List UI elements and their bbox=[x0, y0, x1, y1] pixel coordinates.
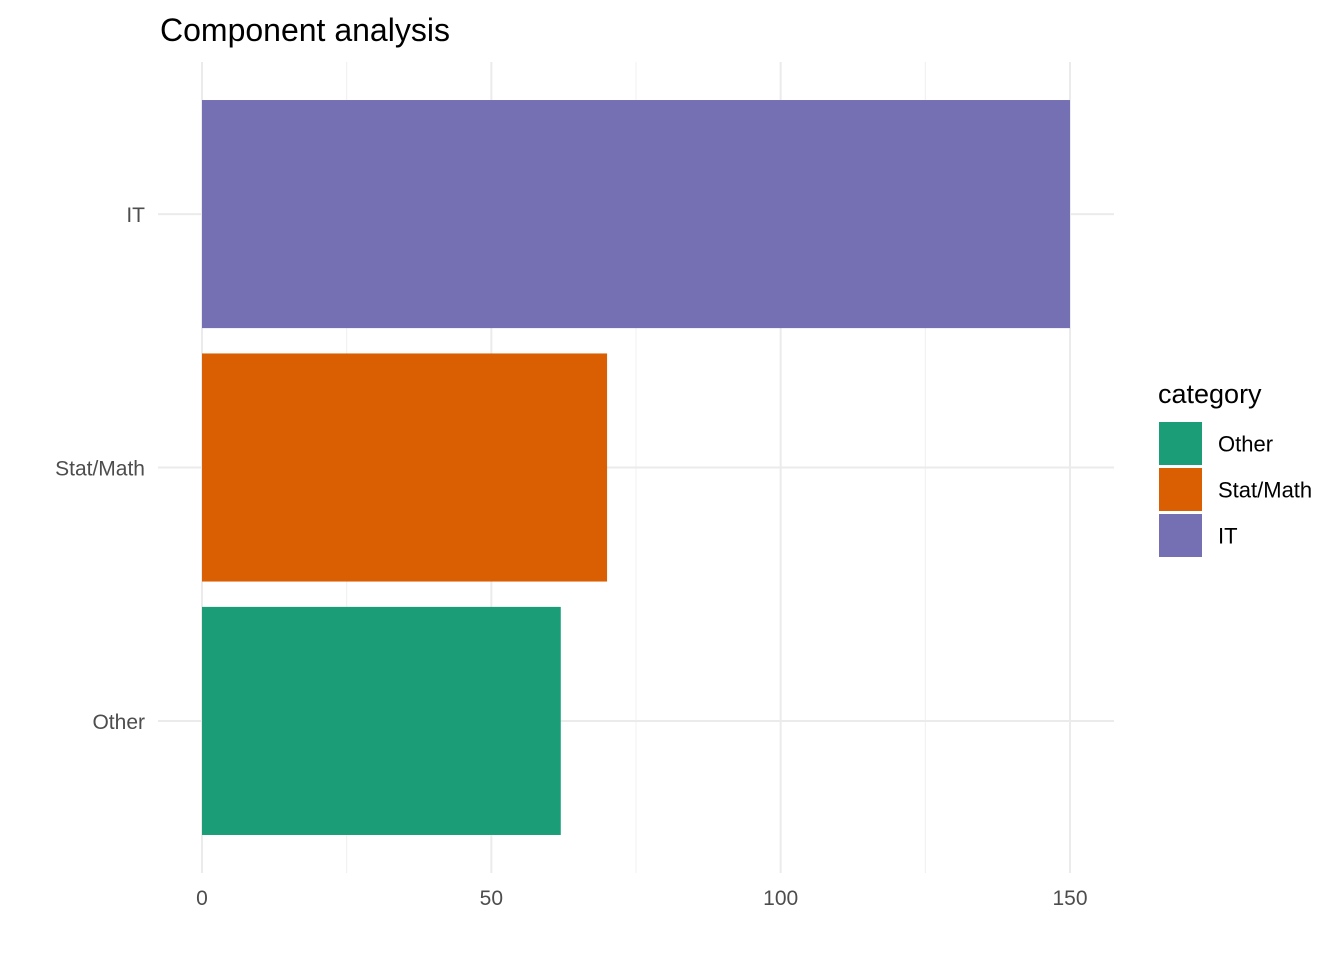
legend-key-stat-math bbox=[1159, 468, 1202, 511]
legend-label: Other bbox=[1218, 432, 1273, 457]
y-tick-label: Other bbox=[92, 711, 145, 734]
legend: category Other Stat/Math IT bbox=[1158, 379, 1312, 557]
bar-it bbox=[202, 100, 1070, 329]
legend-key-other bbox=[1159, 422, 1202, 465]
legend-key-it bbox=[1159, 514, 1202, 557]
x-tick-label: 150 bbox=[1052, 887, 1087, 910]
legend-title: category bbox=[1158, 379, 1262, 409]
y-tick-label: IT bbox=[126, 204, 145, 227]
x-tick-label: 0 bbox=[196, 887, 208, 910]
chart-title: Component analysis bbox=[160, 12, 450, 48]
legend-label: IT bbox=[1218, 524, 1238, 549]
legend-label: Stat/Math bbox=[1218, 478, 1312, 503]
x-tick-label: 50 bbox=[480, 887, 503, 910]
x-axis-tick-labels: 0 50 100 150 bbox=[196, 887, 1087, 910]
bars bbox=[202, 100, 1070, 835]
x-tick-label: 100 bbox=[763, 887, 798, 910]
bar-stat-math bbox=[202, 353, 608, 582]
bar-other bbox=[202, 606, 561, 835]
y-axis-tick-labels: Other Stat/Math IT bbox=[55, 204, 145, 734]
y-tick-label: Stat/Math bbox=[55, 458, 145, 481]
